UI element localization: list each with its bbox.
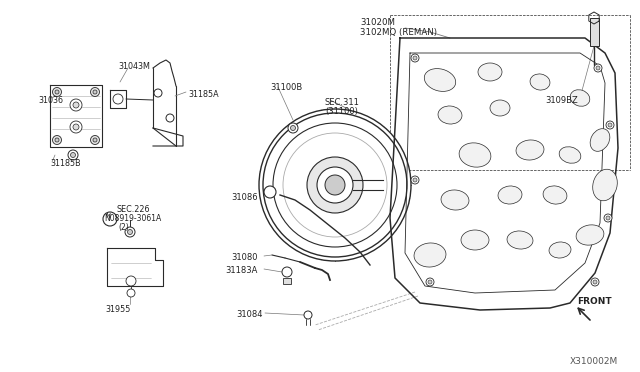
Text: (2): (2) — [118, 223, 129, 232]
Text: FRONT: FRONT — [577, 297, 612, 306]
Ellipse shape — [414, 243, 446, 267]
Ellipse shape — [441, 190, 469, 210]
Circle shape — [325, 175, 345, 195]
Text: 31020M: 31020M — [360, 18, 395, 27]
Circle shape — [125, 227, 135, 237]
Ellipse shape — [459, 143, 491, 167]
Circle shape — [411, 176, 419, 184]
Ellipse shape — [461, 230, 489, 250]
Text: X310002M: X310002M — [570, 357, 618, 366]
Circle shape — [606, 121, 614, 129]
Text: N: N — [106, 213, 111, 219]
Circle shape — [166, 114, 174, 122]
Bar — [15, 14, 247, 184]
Circle shape — [288, 123, 298, 133]
Circle shape — [606, 216, 610, 220]
Ellipse shape — [507, 231, 533, 249]
Circle shape — [103, 212, 117, 226]
Circle shape — [73, 124, 79, 130]
Circle shape — [273, 123, 397, 247]
Circle shape — [304, 311, 312, 319]
Circle shape — [428, 280, 432, 284]
Circle shape — [413, 178, 417, 182]
Text: 31183A: 31183A — [226, 266, 258, 275]
Bar — [283, 278, 291, 284]
Circle shape — [93, 90, 97, 94]
Circle shape — [307, 157, 363, 213]
Bar — [15, 186, 247, 344]
Ellipse shape — [543, 186, 567, 204]
Ellipse shape — [549, 242, 571, 258]
Bar — [590, 18, 599, 46]
Ellipse shape — [516, 140, 544, 160]
Text: 31955: 31955 — [106, 305, 131, 314]
Circle shape — [264, 186, 276, 198]
Circle shape — [127, 289, 135, 297]
Ellipse shape — [576, 225, 604, 245]
Circle shape — [596, 66, 600, 70]
Circle shape — [413, 56, 417, 60]
Circle shape — [593, 280, 597, 284]
Ellipse shape — [498, 186, 522, 204]
Circle shape — [52, 135, 61, 144]
Text: 3109BZ: 3109BZ — [545, 96, 578, 105]
Circle shape — [594, 64, 602, 72]
Ellipse shape — [559, 147, 581, 163]
Circle shape — [604, 214, 612, 222]
Text: 31185B: 31185B — [50, 159, 81, 168]
Text: 31084: 31084 — [237, 310, 263, 319]
Circle shape — [55, 138, 59, 142]
Text: N08919-3061A: N08919-3061A — [104, 214, 161, 223]
Ellipse shape — [490, 100, 510, 116]
Circle shape — [52, 87, 61, 96]
Ellipse shape — [570, 90, 590, 106]
Ellipse shape — [438, 106, 462, 124]
Circle shape — [70, 99, 82, 111]
Ellipse shape — [424, 68, 456, 92]
Circle shape — [90, 135, 99, 144]
Text: 31036: 31036 — [38, 96, 63, 105]
Circle shape — [127, 230, 132, 234]
Text: 31043M: 31043M — [118, 62, 150, 71]
Text: 31080: 31080 — [232, 253, 258, 262]
Text: 3102MQ (REMAN): 3102MQ (REMAN) — [360, 28, 437, 37]
Text: 31100B: 31100B — [270, 83, 302, 92]
Circle shape — [411, 54, 419, 62]
Circle shape — [70, 121, 82, 133]
Circle shape — [113, 94, 123, 104]
Circle shape — [282, 267, 292, 277]
Ellipse shape — [590, 129, 610, 151]
Circle shape — [68, 150, 78, 160]
Circle shape — [55, 90, 59, 94]
Circle shape — [259, 109, 411, 261]
Circle shape — [154, 89, 162, 97]
Circle shape — [263, 113, 407, 257]
Circle shape — [608, 123, 612, 127]
Circle shape — [70, 153, 76, 157]
Circle shape — [126, 276, 136, 286]
Circle shape — [90, 87, 99, 96]
Ellipse shape — [478, 63, 502, 81]
Text: 31185A: 31185A — [188, 90, 219, 99]
Circle shape — [591, 278, 599, 286]
Text: SEC.311: SEC.311 — [325, 98, 360, 107]
Ellipse shape — [530, 74, 550, 90]
Text: 31086: 31086 — [232, 193, 258, 202]
Circle shape — [73, 102, 79, 108]
Circle shape — [426, 278, 434, 286]
Text: (31100): (31100) — [325, 107, 358, 116]
Text: SEC.226: SEC.226 — [116, 205, 150, 214]
Ellipse shape — [593, 169, 618, 201]
Circle shape — [93, 138, 97, 142]
Circle shape — [317, 167, 353, 203]
Circle shape — [291, 125, 296, 131]
